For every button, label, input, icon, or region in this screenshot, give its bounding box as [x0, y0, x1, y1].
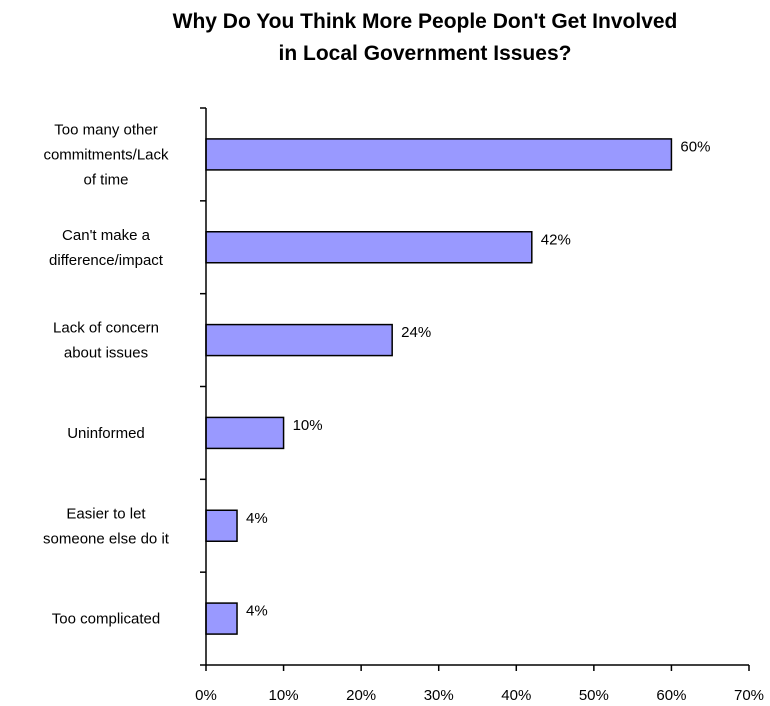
bar [205, 138, 673, 171]
data-labels: 60% 42% 24% 10% 4% 4% [246, 138, 710, 619]
x-tick-label: 50% [579, 687, 609, 704]
category-labels: Too many other commitments/Lack of time Can… [43, 121, 170, 627]
category-label: Can't make a [62, 227, 151, 244]
category-label: Too complicated [52, 611, 160, 628]
bar [205, 323, 393, 357]
category-label: Easier to let [66, 505, 146, 522]
bar [205, 231, 533, 264]
x-tick-label: 10% [269, 687, 299, 704]
data-label: 42% [541, 231, 571, 248]
x-tick-label: 30% [424, 687, 454, 704]
category-label: Too many other [54, 121, 157, 138]
chart-title-line: Why Do You Think More People Don't Get I… [173, 10, 678, 33]
x-tick-label: 60% [656, 687, 686, 704]
x-tick-labels: 0% 10% 20% 30% 40% 50% 60% 70% [195, 687, 764, 704]
x-tick-label: 0% [195, 687, 217, 704]
x-tick-label: 20% [346, 687, 376, 704]
data-label: 4% [246, 510, 268, 527]
bar [205, 416, 285, 450]
category-label: about issues [64, 345, 148, 362]
chart-title-line: in Local Government Issues? [279, 42, 572, 65]
x-tick-label: 70% [734, 687, 764, 704]
bars [205, 138, 673, 635]
data-label: 60% [680, 138, 710, 155]
data-label: 24% [401, 324, 431, 341]
bar [205, 509, 238, 542]
bar [205, 602, 238, 635]
category-label: someone else do it [43, 530, 170, 547]
category-label: difference/impact [49, 252, 164, 269]
data-label: 10% [293, 417, 323, 434]
chart-title: Why Do You Think More People Don't Get I… [173, 10, 678, 65]
category-label: commitments/Lack [43, 146, 169, 163]
category-label: Lack of concern [53, 320, 159, 337]
data-label: 4% [246, 603, 268, 620]
x-tick-label: 40% [501, 687, 531, 704]
axes [200, 107, 750, 671]
category-label: Uninformed [67, 425, 145, 442]
category-label: of time [83, 171, 128, 188]
